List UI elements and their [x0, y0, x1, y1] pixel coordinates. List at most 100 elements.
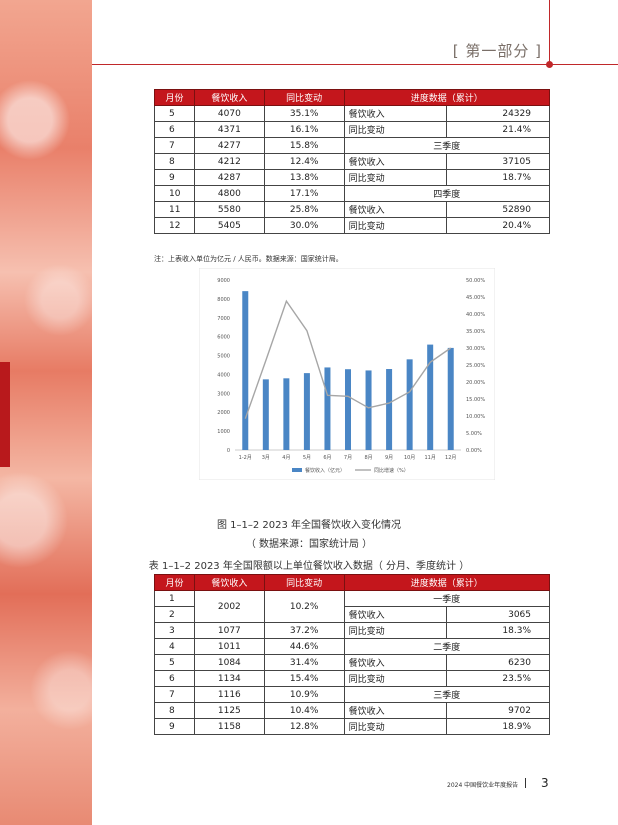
revenue-cell: 4800 [193, 185, 265, 202]
x-tick-label: 9月 [385, 455, 393, 461]
revenue-bar [242, 291, 249, 450]
legend-swatch-revenue [292, 468, 302, 472]
table1-header-row: 月份 餐饮收入 同比变动 进度数据（累计） [154, 89, 551, 106]
quarter-cell: 三季度 [343, 686, 551, 703]
progress-value-cell: 9702 [446, 702, 550, 719]
y-tick-right: 30.00% [466, 346, 485, 352]
legend-label-growth: 同比增速（%） [374, 467, 409, 474]
progress-value-cell: 18.9% [446, 718, 550, 735]
table-row: 11 5580 25.8% 餐饮收入 52890 [154, 201, 550, 218]
month-cell: 6 [154, 121, 195, 138]
table-row: 12 5405 30.0% 同比变动 20.4% [154, 217, 550, 234]
month-cell: 1 [154, 590, 195, 607]
quarter-cell: 一季度 [343, 590, 551, 607]
x-tick-label: 6月 [323, 455, 331, 461]
revenue-bar [262, 379, 269, 450]
progress-value-cell: 52890 [446, 201, 550, 218]
month-cell: 9 [154, 718, 195, 735]
red-edge-mark [0, 362, 10, 467]
revenue-bar [406, 359, 413, 450]
quarter-cell: 二季度 [343, 638, 551, 655]
table-row: 8 1125 10.4% 餐饮收入 9702 [154, 702, 550, 719]
progress-value-cell: 6230 [446, 654, 550, 671]
progress-label-cell: 同比变动 [343, 718, 448, 735]
y-tick-right: 35.00% [466, 329, 485, 335]
table-row: 9 4287 13.8% 同比变动 18.7% [154, 169, 550, 186]
progress-value-cell: 37105 [446, 153, 550, 170]
revenue-cell: 1125 [193, 702, 265, 719]
x-tick-label: 3月 [262, 455, 270, 461]
legend-label-revenue: 餐饮收入（亿元） [305, 467, 345, 474]
y-tick-right: 5.00% [466, 431, 482, 437]
yoy-cell: 12.8% [263, 718, 345, 735]
table2-title: 表 1–1–2 2023 年全国限额以上单位餐饮收入数据（ 分月、季度统计 ） [148, 561, 470, 572]
y-tick-left: 6000 [217, 335, 230, 341]
revenue-cell: 1084 [193, 654, 265, 671]
table-row: 6 1134 15.4% 同比变动 23.5% [154, 670, 550, 687]
y-tick-left: 4000 [217, 372, 230, 378]
month-cell: 11 [154, 201, 195, 218]
y-tick-right: 45.00% [466, 295, 485, 301]
yoy-cell: 12.4% [263, 153, 345, 170]
y-tick-left: 7000 [217, 316, 230, 322]
table-row: 7 4277 15.8% 三季度 [154, 137, 551, 154]
footer-divider [525, 778, 526, 788]
table-row: 1 2002 10.2% 一季度 [154, 590, 551, 623]
table2-col-header: 进度数据（累计） [343, 574, 551, 591]
page-number: 3 [541, 776, 549, 790]
table1-header: 月份 餐饮收入 同比变动 进度数据（累计） [154, 89, 551, 106]
y-tick-right: 0.00% [466, 448, 482, 454]
y-tick-left: 8000 [217, 297, 230, 303]
month-cell: 2 [154, 606, 195, 623]
yoy-cell: 13.8% [263, 169, 345, 186]
yoy-cell: 15.8% [263, 137, 345, 154]
month-cell: 7 [154, 686, 195, 703]
table-row: 7 1116 10.9% 三季度 [154, 686, 551, 703]
progress-label-cell: 餐饮收入 [343, 105, 448, 122]
revenue-bar [447, 347, 454, 450]
progress-label-cell: 同比变动 [343, 169, 448, 186]
revenue-cell: 4277 [193, 137, 265, 154]
x-tick-label: 1-2月 [239, 455, 252, 461]
x-tick-label: 10月 [404, 455, 415, 461]
above-quota-revenue-table: 月份 餐饮收入 同比变动 进度数据（累计） 1 2002 10.2% 一季度 2 餐饮收入 306… [154, 574, 551, 735]
x-tick-label: 7月 [344, 455, 352, 461]
progress-value-cell: 18.3% [446, 622, 550, 639]
y-tick-left: 5000 [217, 354, 230, 360]
revenue-cell: 4212 [193, 153, 265, 170]
header-rule-vertical [549, 0, 550, 64]
yoy-growth-line [244, 299, 452, 419]
progress-value-cell: 20.4% [446, 217, 550, 234]
figure-source: （ 数据来源：国家统计局 ） [245, 539, 373, 550]
revenue-bar [345, 369, 351, 450]
progress-value-cell: 24329 [446, 105, 550, 122]
revenue-bar [427, 344, 434, 450]
x-tick-label: 5月 [303, 455, 311, 461]
progress-value-cell: 23.5% [446, 670, 550, 687]
month-cell: 12 [154, 217, 195, 234]
revenue-bar [386, 369, 393, 450]
table-row: 5 1084 31.4% 餐饮收入 6230 [154, 654, 550, 671]
revenue-bar [365, 370, 372, 450]
revenue-cell: 1158 [193, 718, 265, 735]
month-cell: 3 [154, 622, 195, 639]
yoy-cell: 17.1% [263, 185, 345, 202]
monthly-revenue-table-h2: 月份 餐饮收入 同比变动 进度数据（累计） 5 4070 35.1% 餐饮收入 24329 6 4… [154, 89, 551, 234]
progress-label-cell: 餐饮收入 [343, 201, 448, 218]
progress-label-cell: 餐饮收入 [343, 606, 448, 623]
table1-col-header: 月份 [154, 89, 195, 106]
yoy-cell: 10.9% [263, 686, 345, 703]
revenue-cell: 5580 [193, 201, 265, 218]
month-cell: 5 [154, 654, 195, 671]
revenue-bar [324, 367, 331, 450]
yoy-cell: 16.1% [263, 121, 345, 138]
table1-col-header: 餐饮收入 [193, 89, 265, 106]
y-tick-right: 15.00% [466, 397, 485, 403]
revenue-cell: 4287 [193, 169, 265, 186]
y-tick-right: 50.00% [466, 278, 485, 284]
revenue-bar [283, 378, 290, 450]
yoy-cell: 31.4% [263, 654, 345, 671]
y-tick-left: 3000 [217, 391, 230, 397]
table-row: 10 4800 17.1% 四季度 [154, 185, 551, 202]
table2-body: 1 2002 10.2% 一季度 2 餐饮收入 3065 3 1077 37.2% 同比变动 18.3… [154, 590, 551, 735]
